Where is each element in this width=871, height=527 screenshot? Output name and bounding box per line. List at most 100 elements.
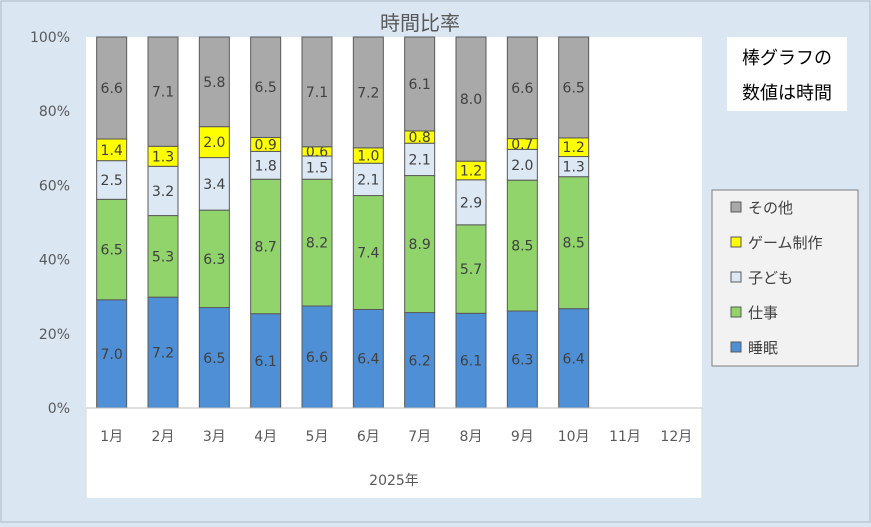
data-label: 5.8	[203, 75, 225, 91]
legend-label: 仕事	[748, 304, 778, 322]
legend-swatch	[730, 201, 742, 213]
data-label: 6.2	[409, 353, 431, 369]
data-label: 0.7	[511, 137, 533, 153]
data-label: 6.6	[101, 81, 123, 97]
legend-label: ゲーム制作	[748, 234, 823, 252]
chart-title: 時間比率	[380, 11, 460, 35]
bar-segment	[558, 176, 590, 310]
data-label: 8.9	[409, 237, 431, 253]
y-tick-label: 0%	[48, 401, 70, 417]
y-tick-label: 60%	[39, 178, 70, 194]
data-label: 3.2	[152, 184, 174, 200]
x-tick-label: 5月	[306, 429, 329, 445]
data-label: 6.4	[563, 351, 585, 367]
note-box: 棒グラフの 数値は時間	[727, 37, 847, 111]
data-label: 1.4	[101, 143, 123, 159]
data-label: 8.5	[563, 236, 585, 252]
bar-segment	[96, 160, 128, 200]
bar-segment	[96, 36, 128, 140]
bar-segment	[506, 148, 538, 181]
x-tick-label: 9月	[511, 429, 534, 445]
y-tick-label: 20%	[39, 327, 70, 343]
bar-segment	[198, 126, 230, 159]
data-label: 7.4	[357, 246, 379, 262]
bar-segment	[455, 224, 487, 314]
bar-segment	[506, 310, 538, 409]
x-tick-label: 4月	[254, 429, 277, 445]
bar-segment	[352, 195, 384, 310]
data-label: 1.2	[460, 163, 482, 179]
x-tick-label: 8月	[460, 429, 483, 445]
x-tick-label: 3月	[203, 429, 226, 445]
data-label: 7.2	[357, 85, 379, 101]
y-tick-label: 40%	[39, 253, 70, 269]
y-axis: 0% 20% 40% 60% 80% 100%	[30, 30, 70, 417]
bar-segment	[352, 308, 384, 409]
x-tick-label: 1月	[100, 429, 123, 445]
data-label: 7.1	[152, 85, 174, 101]
group-label: 2025年	[369, 473, 419, 489]
data-label: 1.0	[357, 149, 379, 165]
data-label: 6.4	[357, 352, 379, 368]
legend-label: 睡眠	[748, 339, 778, 357]
data-label: 5.3	[152, 249, 174, 265]
data-label: 2.1	[357, 172, 379, 188]
bar-segment	[506, 36, 538, 140]
bar-segment	[506, 179, 538, 312]
legend-swatch	[730, 271, 742, 283]
bar-segment	[404, 175, 436, 314]
data-label: 8.0	[460, 92, 482, 108]
bar-segment	[198, 36, 230, 128]
x-tick-label: 11月	[609, 429, 641, 445]
bar-segment	[147, 36, 179, 147]
data-label: 6.6	[306, 350, 328, 366]
bar-segment	[198, 307, 230, 409]
legend-swatch	[730, 236, 742, 248]
bar-segment	[404, 142, 436, 177]
data-label: 0.8	[409, 130, 431, 146]
bar-segment	[404, 36, 436, 132]
data-label: 6.5	[563, 80, 585, 96]
data-label: 3.4	[203, 177, 225, 193]
data-label: 2.5	[101, 173, 123, 189]
x-tick-label: 2月	[152, 429, 175, 445]
data-label: 6.5	[101, 243, 123, 259]
data-label: 7.0	[101, 347, 123, 363]
data-label: 7.2	[152, 346, 174, 362]
data-label: 2.1	[409, 152, 431, 168]
bar-segment	[455, 36, 487, 162]
data-label: 1.3	[152, 149, 174, 165]
data-label: 7.1	[306, 85, 328, 101]
x-tick-label: 12月	[660, 429, 692, 445]
note-line-1: 棒グラフの	[742, 48, 832, 69]
legend-label: その他	[748, 199, 793, 217]
data-label: 0.9	[255, 137, 277, 153]
bar-segment	[352, 36, 384, 149]
legend-swatch	[730, 341, 742, 353]
y-tick-label: 80%	[39, 104, 70, 120]
data-label: 1.8	[255, 158, 277, 174]
data-label: 8.7	[255, 239, 277, 255]
data-label: 6.5	[255, 80, 277, 96]
bar-segment	[352, 162, 384, 197]
data-label: 6.3	[511, 353, 533, 369]
plot-area	[86, 37, 702, 408]
category-axis-area	[86, 408, 702, 498]
data-label: 6.1	[409, 77, 431, 93]
data-label: 6.3	[203, 252, 225, 268]
bar-segment	[558, 36, 590, 139]
x-tick-label: 6月	[357, 429, 380, 445]
data-label: 1.3	[563, 160, 585, 176]
data-label: 8.2	[306, 236, 328, 252]
data-label: 2.0	[511, 158, 533, 174]
data-label: 6.6	[511, 81, 533, 97]
data-label: 1.2	[563, 140, 585, 156]
bar-segment	[250, 36, 282, 138]
data-label: 0.6	[306, 144, 328, 160]
data-label: 8.5	[511, 239, 533, 255]
note-line-2: 数値は時間	[742, 83, 832, 104]
data-label: 6.5	[203, 351, 225, 367]
x-tick-label: 10月	[558, 429, 590, 445]
data-label: 6.1	[255, 354, 277, 370]
